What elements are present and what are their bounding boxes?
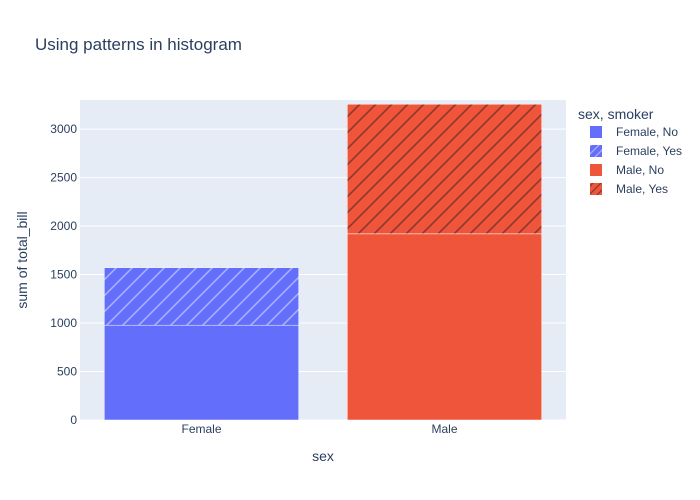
y-tick-label: 500	[57, 365, 77, 379]
legend-item[interactable]: Female, Yes	[590, 144, 682, 158]
x-axis-ticks: Female Male	[181, 422, 457, 436]
legend-item[interactable]: Male, No	[590, 163, 664, 177]
legend[interactable]: sex, smoker Female, No Female, Yes Male, N…	[578, 106, 682, 196]
x-tick-label: Male	[431, 422, 457, 436]
bar-female-no[interactable]	[104, 324, 299, 421]
y-tick-label: 3000	[50, 122, 77, 136]
legend-label: Female, Yes	[616, 144, 682, 158]
y-tick-label: 2500	[50, 171, 77, 185]
bar-male-no[interactable]	[347, 233, 542, 421]
legend-swatch	[590, 126, 602, 138]
y-tick-label: 0	[70, 413, 77, 427]
legend-item[interactable]: Female, No	[590, 125, 678, 139]
legend-label: Female, No	[616, 125, 678, 139]
y-tick-label: 1000	[50, 316, 77, 330]
y-axis-title: sum of total_bill	[14, 211, 30, 308]
legend-swatch	[590, 145, 602, 157]
chart-title: Using patterns in histogram	[35, 35, 242, 54]
legend-label: Male, No	[616, 163, 664, 177]
legend-swatch	[590, 164, 602, 176]
y-axis-ticks: 0 500 1000 1500 2000 2500 3000	[50, 122, 77, 427]
legend-item[interactable]: Male, Yes	[590, 182, 668, 196]
bars-layer	[104, 103, 542, 421]
legend-label: Male, Yes	[616, 182, 668, 196]
y-tick-label: 2000	[50, 219, 77, 233]
bar-male-yes[interactable]	[347, 103, 542, 235]
bar-female-yes[interactable]	[104, 267, 299, 326]
x-axis-title: sex	[312, 448, 334, 464]
x-tick-label: Female	[181, 422, 221, 436]
legend-title: sex, smoker	[578, 106, 654, 122]
y-tick-label: 1500	[50, 268, 77, 282]
legend-swatch	[590, 183, 602, 195]
